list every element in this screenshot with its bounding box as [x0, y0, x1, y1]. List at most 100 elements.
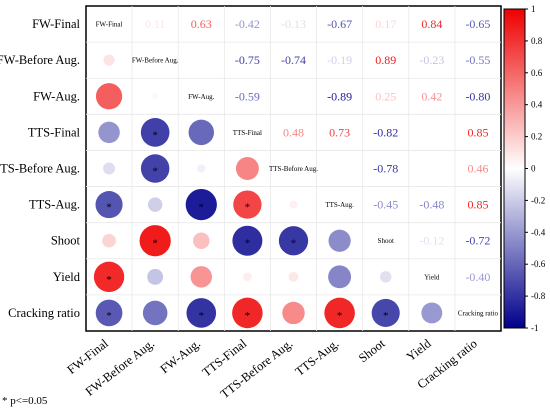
correlation-cells: FW-Final 0.11 0.63 -0.42 -0.13 -0.67 0.17 0.84 -…: [93, 17, 499, 329]
correlation-circle: [186, 298, 217, 328]
correlation-value: -0.48: [419, 198, 444, 212]
correlation-value: -0.23: [419, 53, 444, 67]
correlation-value: -0.74: [281, 53, 306, 67]
row-label: TTS-Before Aug.: [0, 162, 80, 176]
significance-star: *: [152, 129, 158, 141]
colorbar-tick-label: 0: [531, 164, 536, 174]
significance-star: *: [245, 202, 251, 214]
correlation-circle: [324, 297, 355, 329]
significance-star: *: [291, 238, 297, 250]
correlation-value: -0.82: [373, 125, 398, 139]
column-label: TTS-Aug.: [293, 336, 342, 378]
correlation-circle: [232, 297, 263, 329]
row-label: FW-Aug.: [33, 89, 80, 103]
correlation-value: -0.78: [373, 162, 398, 176]
correlation-value: -0.42: [235, 17, 260, 31]
correlation-value: -0.12: [419, 234, 444, 248]
colorbar: 1 0.8 0.6 0.4 0.2 0 -0.2 -0.4 -0.6 -0.8 -1: [503, 4, 546, 333]
correlation-value: 0.17: [375, 17, 396, 31]
significance-star: *: [337, 310, 343, 322]
significance-star: *: [245, 238, 251, 250]
correlation-value: 0.48: [283, 125, 304, 139]
correlation-circle: [193, 232, 210, 250]
correlation-circle: [139, 225, 171, 257]
correlation-circle: [371, 298, 400, 327]
row-label: FW-Final: [32, 17, 80, 31]
colorbar-tick-label: 0.6: [531, 68, 543, 78]
correlation-value: -0.75: [235, 53, 260, 67]
diagonal-label: Shoot: [378, 237, 394, 245]
diagonal-label: Yield: [424, 273, 440, 281]
diagonal-label: Cracking ratio: [458, 309, 499, 317]
correlation-circle: [235, 157, 259, 180]
correlation-circle: [103, 162, 116, 175]
correlation-value: 0.89: [375, 53, 396, 67]
grid-lines: [85, 5, 502, 332]
diagonal-label: FW-Before Aug.: [132, 57, 179, 65]
significance-star: *: [199, 202, 205, 214]
correlation-circle: [95, 83, 123, 110]
correlation-circle: [379, 271, 392, 283]
significance-star: *: [106, 310, 112, 322]
colorbar-tick-label: -0.2: [531, 195, 545, 205]
diagonal-label: FW-Final: [96, 21, 123, 29]
correlation-value: 0.11: [145, 17, 166, 31]
correlation-circle: [95, 191, 123, 219]
row-label: Cracking ratio: [8, 306, 80, 320]
column-label: Yield: [404, 336, 435, 364]
significance-star: *: [383, 310, 389, 322]
correlation-value: -0.89: [327, 89, 352, 103]
colorbar-tick-label: -0.4: [531, 227, 546, 237]
correlation-circle: [147, 197, 163, 212]
correlation-value: 0.25: [375, 89, 396, 103]
colorbar-tick-label: 1: [531, 4, 536, 14]
correlation-value: -0.59: [235, 89, 260, 103]
correlation-value: -0.72: [465, 234, 490, 248]
correlation-value: -0.40: [465, 270, 490, 284]
colorbar-tick-label: 0.4: [531, 100, 543, 110]
column-label: Shoot: [356, 336, 388, 365]
row-label: TTS-Aug.: [29, 198, 80, 212]
significance-star: *: [152, 166, 158, 178]
correlation-circle: [190, 266, 213, 288]
significance-star: *: [106, 202, 112, 214]
diagonal-label: FW-Aug.: [188, 93, 215, 101]
correlation-circle: [140, 154, 170, 183]
correlation-circle: [233, 190, 262, 219]
correlation-circle: [185, 188, 217, 221]
correlation-circle: [103, 54, 115, 66]
correlation-circle: [147, 268, 164, 285]
column-label: FW-Aug.: [158, 336, 204, 376]
significance-star: *: [199, 310, 205, 322]
correlation-value: 0.84: [421, 17, 442, 31]
correlation-circle: [197, 164, 206, 173]
correlation-circle: [282, 301, 305, 325]
colorbar-tick-label: -0.6: [531, 259, 546, 269]
row-label: Yield: [53, 270, 81, 284]
correlation-circle: [243, 272, 252, 282]
correlation-circle: [93, 261, 125, 293]
correlation-circle: [188, 119, 214, 146]
correlation-value: 0.85: [467, 125, 488, 139]
correlation-value: 0.85: [467, 198, 488, 212]
colorbar-tick-label: 0.2: [531, 132, 542, 142]
row-label: TTS-Final: [28, 125, 81, 139]
row-labels: FW-Final FW-Before Aug. FW-Aug. TTS-Final TT…: [0, 17, 81, 320]
colorbar-tick-label: -1: [531, 323, 539, 333]
colorbar-gradient: [503, 8, 526, 329]
correlation-circle: [278, 226, 309, 256]
correlation-circle: [102, 233, 116, 248]
diagonal-label: TTS-Before Aug.: [269, 165, 318, 173]
correlation-value: -0.65: [465, 17, 490, 31]
correlation-value: -0.19: [327, 53, 352, 67]
correlation-circle: [421, 302, 443, 324]
significance-star: *: [152, 238, 158, 250]
row-label: Shoot: [51, 234, 81, 248]
diagonal-label: TTS-Aug.: [325, 201, 354, 209]
correlation-circle: [152, 93, 159, 100]
correlation-value: -0.67: [327, 17, 352, 31]
correlation-circle: [142, 300, 168, 326]
correlation-value: -0.55: [465, 53, 490, 67]
colorbar-tick-label: -0.8: [531, 291, 546, 301]
